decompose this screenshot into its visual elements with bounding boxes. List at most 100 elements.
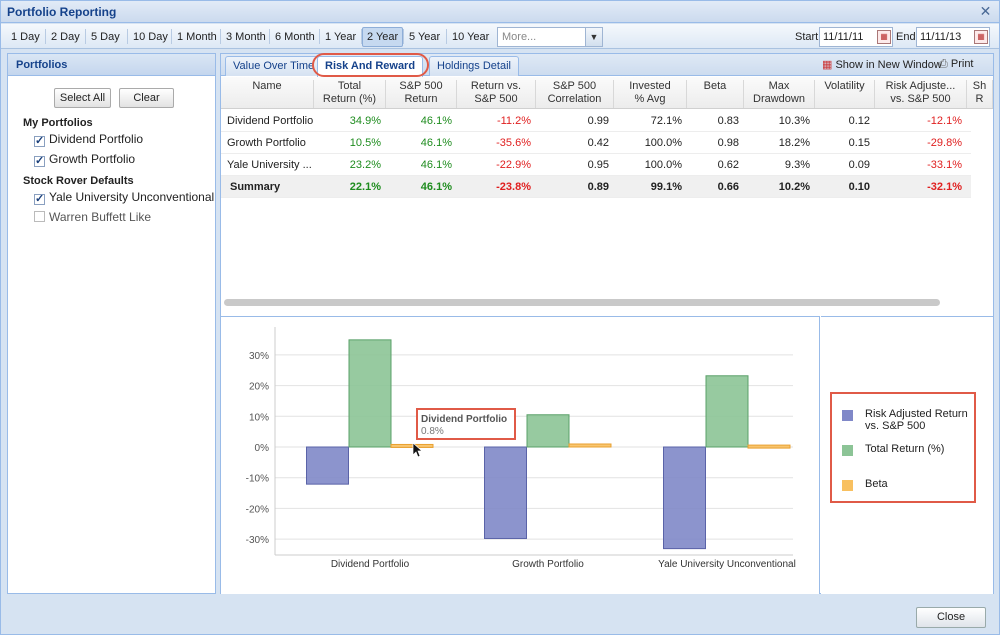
close-icon[interactable]: ✕ [979,3,992,19]
cell-drawdown: 18.2% [778,137,810,149]
period-button-2-day[interactable]: 2 Day [51,31,80,43]
period-button-1-day[interactable]: 1 Day [11,31,40,43]
column-header-line: Drawdown [753,93,805,105]
risk-reward-chart: 30% 20% 10% 0% -10% -20% -30% Dividend Portfoli… [221,316,820,594]
legend-item-beta[interactable]: Beta [842,478,888,491]
column-header[interactable]: Risk Adjuste... vs. S&P 500 [875,80,967,108]
horizontal-scrollbar[interactable] [224,299,940,306]
checkbox-unchecked-icon[interactable] [34,211,45,222]
column-header-line: Return vs. [470,80,522,92]
cell-return-vs: -35.6% [496,137,531,149]
checkbox-dividend-portfolio[interactable]: ✓ Dividend Portfolio [34,132,143,147]
cell-return-vs: -23.8% [496,181,531,193]
new-window-label: Show in New Window [835,59,942,71]
bar-beta[interactable] [568,443,612,448]
checkbox-yale-university[interactable]: ✓ Yale University Unconventional [34,190,214,205]
period-button-5-year[interactable]: 5 Year [409,31,441,43]
bar-beta[interactable] [390,443,434,448]
checkbox-warren-buffett[interactable]: Warren Buffett Like [34,210,151,224]
end-date-field[interactable]: 11/11/13 ▦ [916,27,990,47]
column-header[interactable]: Return vs. S&P 500 [457,80,536,108]
checkbox-growth-portfolio[interactable]: ✓ Growth Portfolio [34,152,135,167]
column-header[interactable]: Sh R [967,80,993,108]
column-header[interactable]: Total Return (%) [314,80,386,108]
x-category-label: Growth Portfolio [512,559,584,570]
column-header-line: S&P 500 [399,80,443,92]
column-header-line: vs. S&P 500 [890,93,951,105]
cell-name: Yale University ... [227,159,312,171]
cell-invested: 72.1% [650,115,682,127]
period-button-2-year[interactable]: 2 Year [362,27,404,47]
cell-correlation: 0.99 [587,115,609,127]
window-title: Portfolio Reporting [7,5,117,19]
cell-total-return: 23.2% [349,159,381,171]
legend-swatch [842,480,853,491]
tab-risk-and-reward[interactable]: Risk And Reward [317,56,424,77]
period-button-6-month[interactable]: 6 Month [275,31,315,43]
column-header[interactable]: Beta [687,80,744,108]
period-button-10-year[interactable]: 10 Year [452,31,490,43]
column-header[interactable]: Volatility [815,80,875,108]
legend-swatch [842,410,853,421]
more-periods-combo[interactable]: More... ▼ [497,27,603,47]
table-row[interactable]: Yale University ... 23.2% 46.1% -22.9% 0.95 1… [221,154,971,176]
bar-beta[interactable] [747,444,791,449]
column-header[interactable]: Name [221,80,314,108]
cell-risk-adj: -33.1% [927,159,962,171]
legend-item-risk-adjusted[interactable]: Risk Adjusted Return vs. S&P 500 [842,408,974,432]
report-panel: Value Over Time Risk And Reward Holdings… [220,53,994,594]
cell-volatility: 0.15 [848,137,870,149]
bar-total-return-[interactable] [348,339,392,448]
bar-total-return-[interactable] [705,375,749,448]
tab-value-over-time[interactable]: Value Over Time [225,56,323,76]
calendar-icon[interactable]: ▦ [974,30,988,44]
period-button-5-day[interactable]: 5 Day [91,31,120,43]
tooltip-title: Dividend Portfolio [421,414,507,425]
period-button-3-month[interactable]: 3 Month [226,31,266,43]
legend-item-total-return[interactable]: Total Return (%) [842,443,945,456]
show-in-new-window-button[interactable]: ▦ Show in New Window [822,58,942,71]
checkbox-checked-icon[interactable]: ✓ [34,135,45,147]
summary-row[interactable]: Summary 22.1% 46.1% -23.8% 0.89 99.1% 0.66 10.2… [221,176,971,198]
print-button[interactable]: ⎙ Print [939,58,974,71]
period-button-1-year[interactable]: 1 Year [325,31,357,43]
cell-total-return: 10.5% [349,137,381,149]
column-header-line: R [975,93,984,105]
bar-risk-adjusted-return-vs-s-p-500[interactable] [306,446,349,485]
column-header[interactable]: Invested% Avg [614,80,687,108]
cell-beta: 0.66 [717,181,739,193]
toolbar-separator [127,29,128,44]
chevron-down-icon[interactable]: ▼ [585,28,602,46]
table-row[interactable]: Dividend Portfolio 34.9% 46.1% -11.2% 0.99 72… [221,110,971,132]
start-date-field[interactable]: 11/11/11 ▦ [819,27,893,47]
cell-beta: 0.98 [717,137,739,149]
window-titlebar[interactable]: Portfolio Reporting ✕ [1,1,999,23]
report-tabs: Value Over Time Risk And Reward Holdings… [221,53,993,77]
column-header[interactable]: Max Drawdown [744,80,815,108]
checkbox-checked-icon[interactable]: ✓ [34,193,45,205]
cell-volatility: 0.12 [848,115,870,127]
close-button[interactable]: Close [916,607,986,628]
toolbar-separator [269,29,270,44]
y-tick-label: 0% [255,443,270,454]
select-all-button[interactable]: Select All [54,88,111,108]
period-button-1-month[interactable]: 1 Month [177,31,217,43]
table-row[interactable]: Growth Portfolio 10.5% 46.1% -35.6% 0.42 100.… [221,132,971,154]
bar-total-return-[interactable] [526,414,570,448]
period-button-10-day[interactable]: 10 Day [133,31,168,43]
column-header[interactable]: S&P 500 Return [386,80,457,108]
column-header[interactable]: S&P 500 Correlation [536,80,614,108]
end-date-value: 11/11/13 [920,31,962,43]
tab-holdings-detail[interactable]: Holdings Detail [429,56,519,76]
bar-risk-adjusted-return-vs-s-p-500[interactable] [663,446,706,550]
calendar-icon[interactable]: ▦ [877,30,891,44]
cell-drawdown: 9.3% [784,159,810,171]
y-tick-label: -30% [246,535,269,546]
clear-button[interactable]: Clear [119,88,174,108]
checkbox-checked-icon[interactable]: ✓ [34,155,45,167]
legend-label: Total Return (%) [865,443,945,455]
chart-icon: ▦ [822,59,833,71]
bar-risk-adjusted-return-vs-s-p-500[interactable] [484,446,527,539]
column-header-line: Beta [703,80,727,92]
